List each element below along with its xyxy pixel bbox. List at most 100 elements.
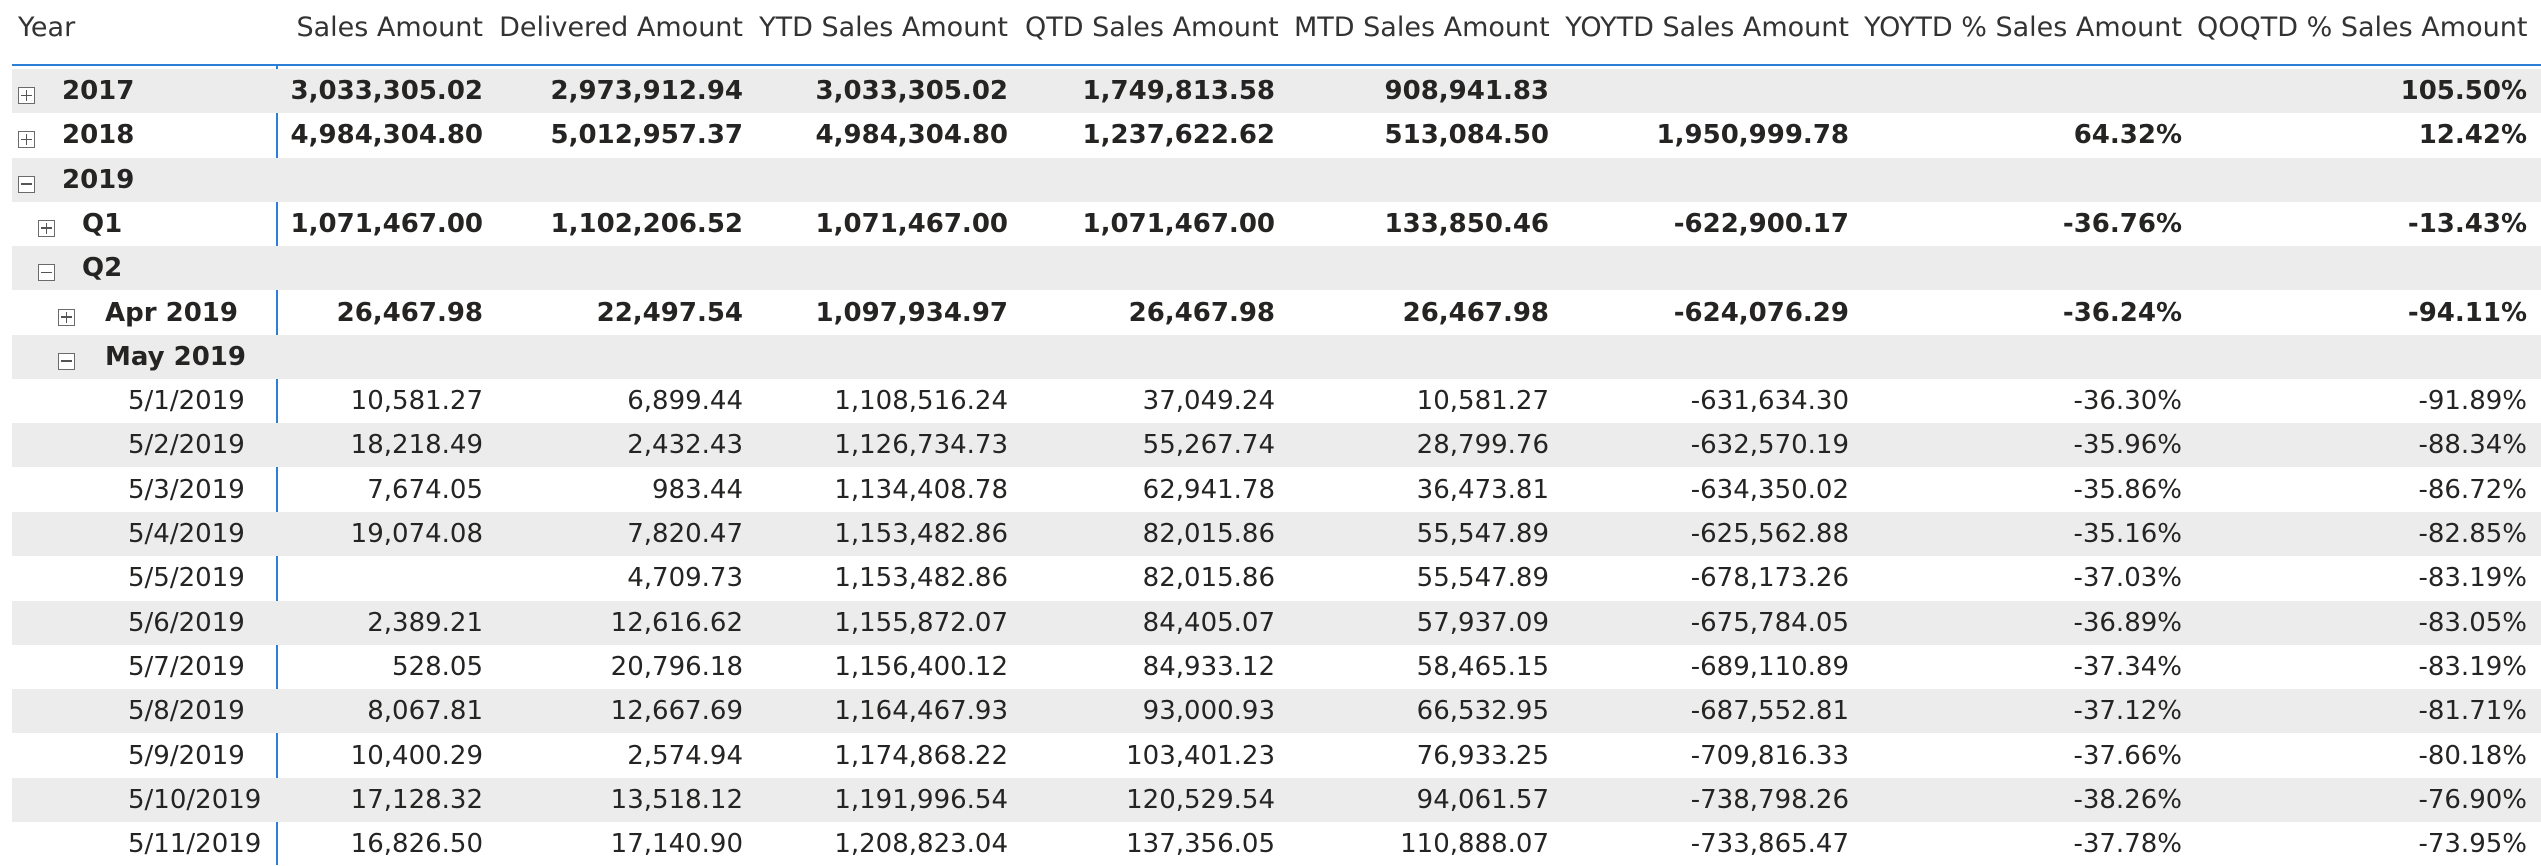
matrix-value-cell: 1,102,206.52 [550, 208, 743, 239]
matrix-group-row: 2018 4,984,304.80 5,012,957.37 4,984,304.80… [12, 113, 2541, 157]
matrix-value-cell: 28,799.76 [1416, 430, 1549, 461]
column-header[interactable]: YOYTD Sales Amount [1565, 12, 1849, 43]
matrix-value-cell: -88.34% [2418, 430, 2527, 461]
matrix-value-cell: -733,865.47 [1690, 829, 1849, 860]
matrix-value-cell [1294, 335, 1549, 379]
matrix-value-cell [253, 158, 483, 202]
expand-icon[interactable] [18, 131, 35, 149]
matrix-value-cell: -625,562.88 [1690, 519, 1849, 549]
matrix-row: 5/6/2019 2,389.21 12,616.62 1,155,872.07 84,… [12, 600, 2541, 645]
matrix-value-cell: 2,432.43 [627, 430, 743, 461]
matrix-value-cell [1294, 158, 1549, 202]
matrix-value-cell: -82.85% [2418, 519, 2527, 549]
matrix-value-cell: 120,529.54 [1126, 784, 1275, 815]
matrix-value-cell: 1,164,467.93 [834, 696, 1008, 727]
matrix-value-cell: 66,532.95 [1416, 696, 1549, 727]
matrix-value-cell [493, 158, 743, 202]
matrix-value-cell: 6,899.44 [627, 386, 743, 417]
matrix-value-cell: 1,208,823.04 [834, 829, 1008, 860]
matrix-value-cell: -37.78% [2073, 829, 2182, 860]
matrix-value-cell: 22,497.54 [596, 297, 743, 328]
matrix-value-cell: -37.03% [2073, 563, 2182, 594]
matrix-value-cell [2197, 246, 2527, 290]
matrix-value-cell: 1,108,516.24 [834, 386, 1008, 417]
matrix-row: 5/3/2019 7,674.05 983.44 1,134,408.78 62,941… [12, 468, 2541, 512]
matrix-value-cell: 2,973,912.94 [550, 76, 743, 106]
row-label: Apr 2019 [105, 297, 238, 328]
matrix-value-cell: 3,033,305.02 [815, 76, 1008, 106]
column-header[interactable]: QOQTD % Sales Amount [2197, 12, 2528, 43]
matrix-value-cell: 2,389.21 [367, 607, 483, 638]
matrix-value-cell: 513,084.50 [1384, 120, 1549, 151]
matrix-value-cell: 12.42% [2418, 120, 2527, 151]
matrix-value-cell: -35.96% [2073, 430, 2182, 461]
matrix-value-cell: -37.66% [2073, 740, 2182, 771]
matrix-value-cell: 57,937.09 [1416, 607, 1549, 638]
matrix-value-cell: -36.76% [2062, 208, 2182, 239]
matrix-value-cell [758, 158, 1008, 202]
row-label: 5/5/2019 [128, 563, 245, 594]
matrix-value-cell: -678,173.26 [1690, 563, 1849, 594]
matrix-value-cell [1862, 246, 2182, 290]
matrix-value-cell: -36.30% [2073, 386, 2182, 417]
matrix-value-cell: -13.43% [2407, 208, 2527, 239]
header-row: Year Sales Amount Delivered Amount YTD Sale… [12, 6, 2541, 50]
matrix-value-cell [493, 246, 743, 290]
column-header[interactable]: QTD Sales Amount [1025, 12, 1279, 43]
matrix-value-cell: 10,581.27 [1416, 386, 1549, 417]
matrix-value-cell: -35.86% [2073, 474, 2182, 505]
collapse-icon[interactable] [38, 264, 55, 282]
matrix-row: 5/5/2019 4,709.73 1,153,482.86 82,015.86 55,… [12, 556, 2541, 600]
column-header[interactable]: Sales Amount [296, 12, 483, 43]
row-label: Q2 [82, 253, 123, 284]
matrix-row: 5/7/2019 528.05 20,796.18 1,156,400.12 84,93… [12, 645, 2541, 689]
column-header[interactable]: YOYTD % Sales Amount [1864, 12, 2182, 43]
matrix-value-cell: 93,000.93 [1142, 696, 1275, 727]
matrix-row: 5/9/2019 10,400.29 2,574.94 1,174,868.22 103… [12, 734, 2541, 778]
row-label: 5/10/2019 [128, 784, 262, 815]
matrix-value-cell [1559, 246, 1849, 290]
row-label: 2017 [62, 76, 135, 106]
matrix-value-cell: -91.89% [2418, 386, 2527, 417]
matrix-value-cell: -689,110.89 [1690, 651, 1849, 682]
expand-icon[interactable] [38, 219, 55, 237]
collapse-icon[interactable] [58, 352, 75, 370]
matrix-value-cell [1025, 246, 1275, 290]
matrix-value-cell: 4,984,304.80 [290, 120, 483, 151]
column-header[interactable]: YTD Sales Amount [759, 12, 1008, 43]
matrix-value-cell: 5,012,957.37 [550, 120, 743, 151]
matrix-value-cell: 7,820.47 [627, 519, 743, 549]
column-header[interactable]: MTD Sales Amount [1294, 12, 1550, 43]
matrix-value-cell [253, 335, 483, 379]
expand-icon[interactable] [58, 308, 75, 326]
matrix-group-row: 2019 [12, 157, 2541, 202]
matrix-value-cell: 82,015.86 [1142, 519, 1275, 549]
column-header[interactable]: Delivered Amount [499, 12, 743, 43]
matrix-value-cell: 17,140.90 [610, 829, 743, 860]
matrix-group-row: Q2 [12, 246, 2541, 291]
row-label: 5/1/2019 [128, 386, 245, 417]
matrix-value-cell: -37.12% [2073, 696, 2182, 727]
matrix-value-cell: 1,097,934.97 [815, 297, 1008, 328]
matrix-value-cell: -37.34% [2073, 651, 2182, 682]
matrix-value-cell: 20,796.18 [610, 651, 743, 682]
matrix-value-cell: 19,074.08 [350, 519, 483, 549]
matrix-value-cell: 8,067.81 [367, 696, 483, 727]
expand-icon[interactable] [18, 87, 35, 104]
matrix-value-cell: 26,467.98 [336, 297, 483, 328]
matrix-group-row: Q1 1,071,467.00 1,102,206.52 1,071,467.00 1,… [12, 202, 2541, 246]
matrix-value-cell [2197, 335, 2527, 379]
matrix-value-cell [1559, 158, 1849, 202]
matrix-value-cell [1862, 69, 2182, 113]
row-label: 5/2/2019 [128, 430, 245, 461]
matrix-value-cell: 105.50% [2400, 76, 2527, 106]
matrix-value-cell: 103,401.23 [1126, 740, 1275, 771]
collapse-icon[interactable] [18, 175, 35, 193]
matrix-value-cell: 2,574.94 [627, 740, 743, 771]
matrix-value-cell: 1,134,408.78 [834, 474, 1008, 505]
column-header-year[interactable]: Year [18, 12, 76, 43]
matrix-value-cell: -38.26% [2073, 784, 2182, 815]
matrix-value-cell [2197, 158, 2527, 202]
matrix-value-cell: -709,816.33 [1690, 740, 1849, 771]
row-label: 5/3/2019 [128, 474, 245, 505]
